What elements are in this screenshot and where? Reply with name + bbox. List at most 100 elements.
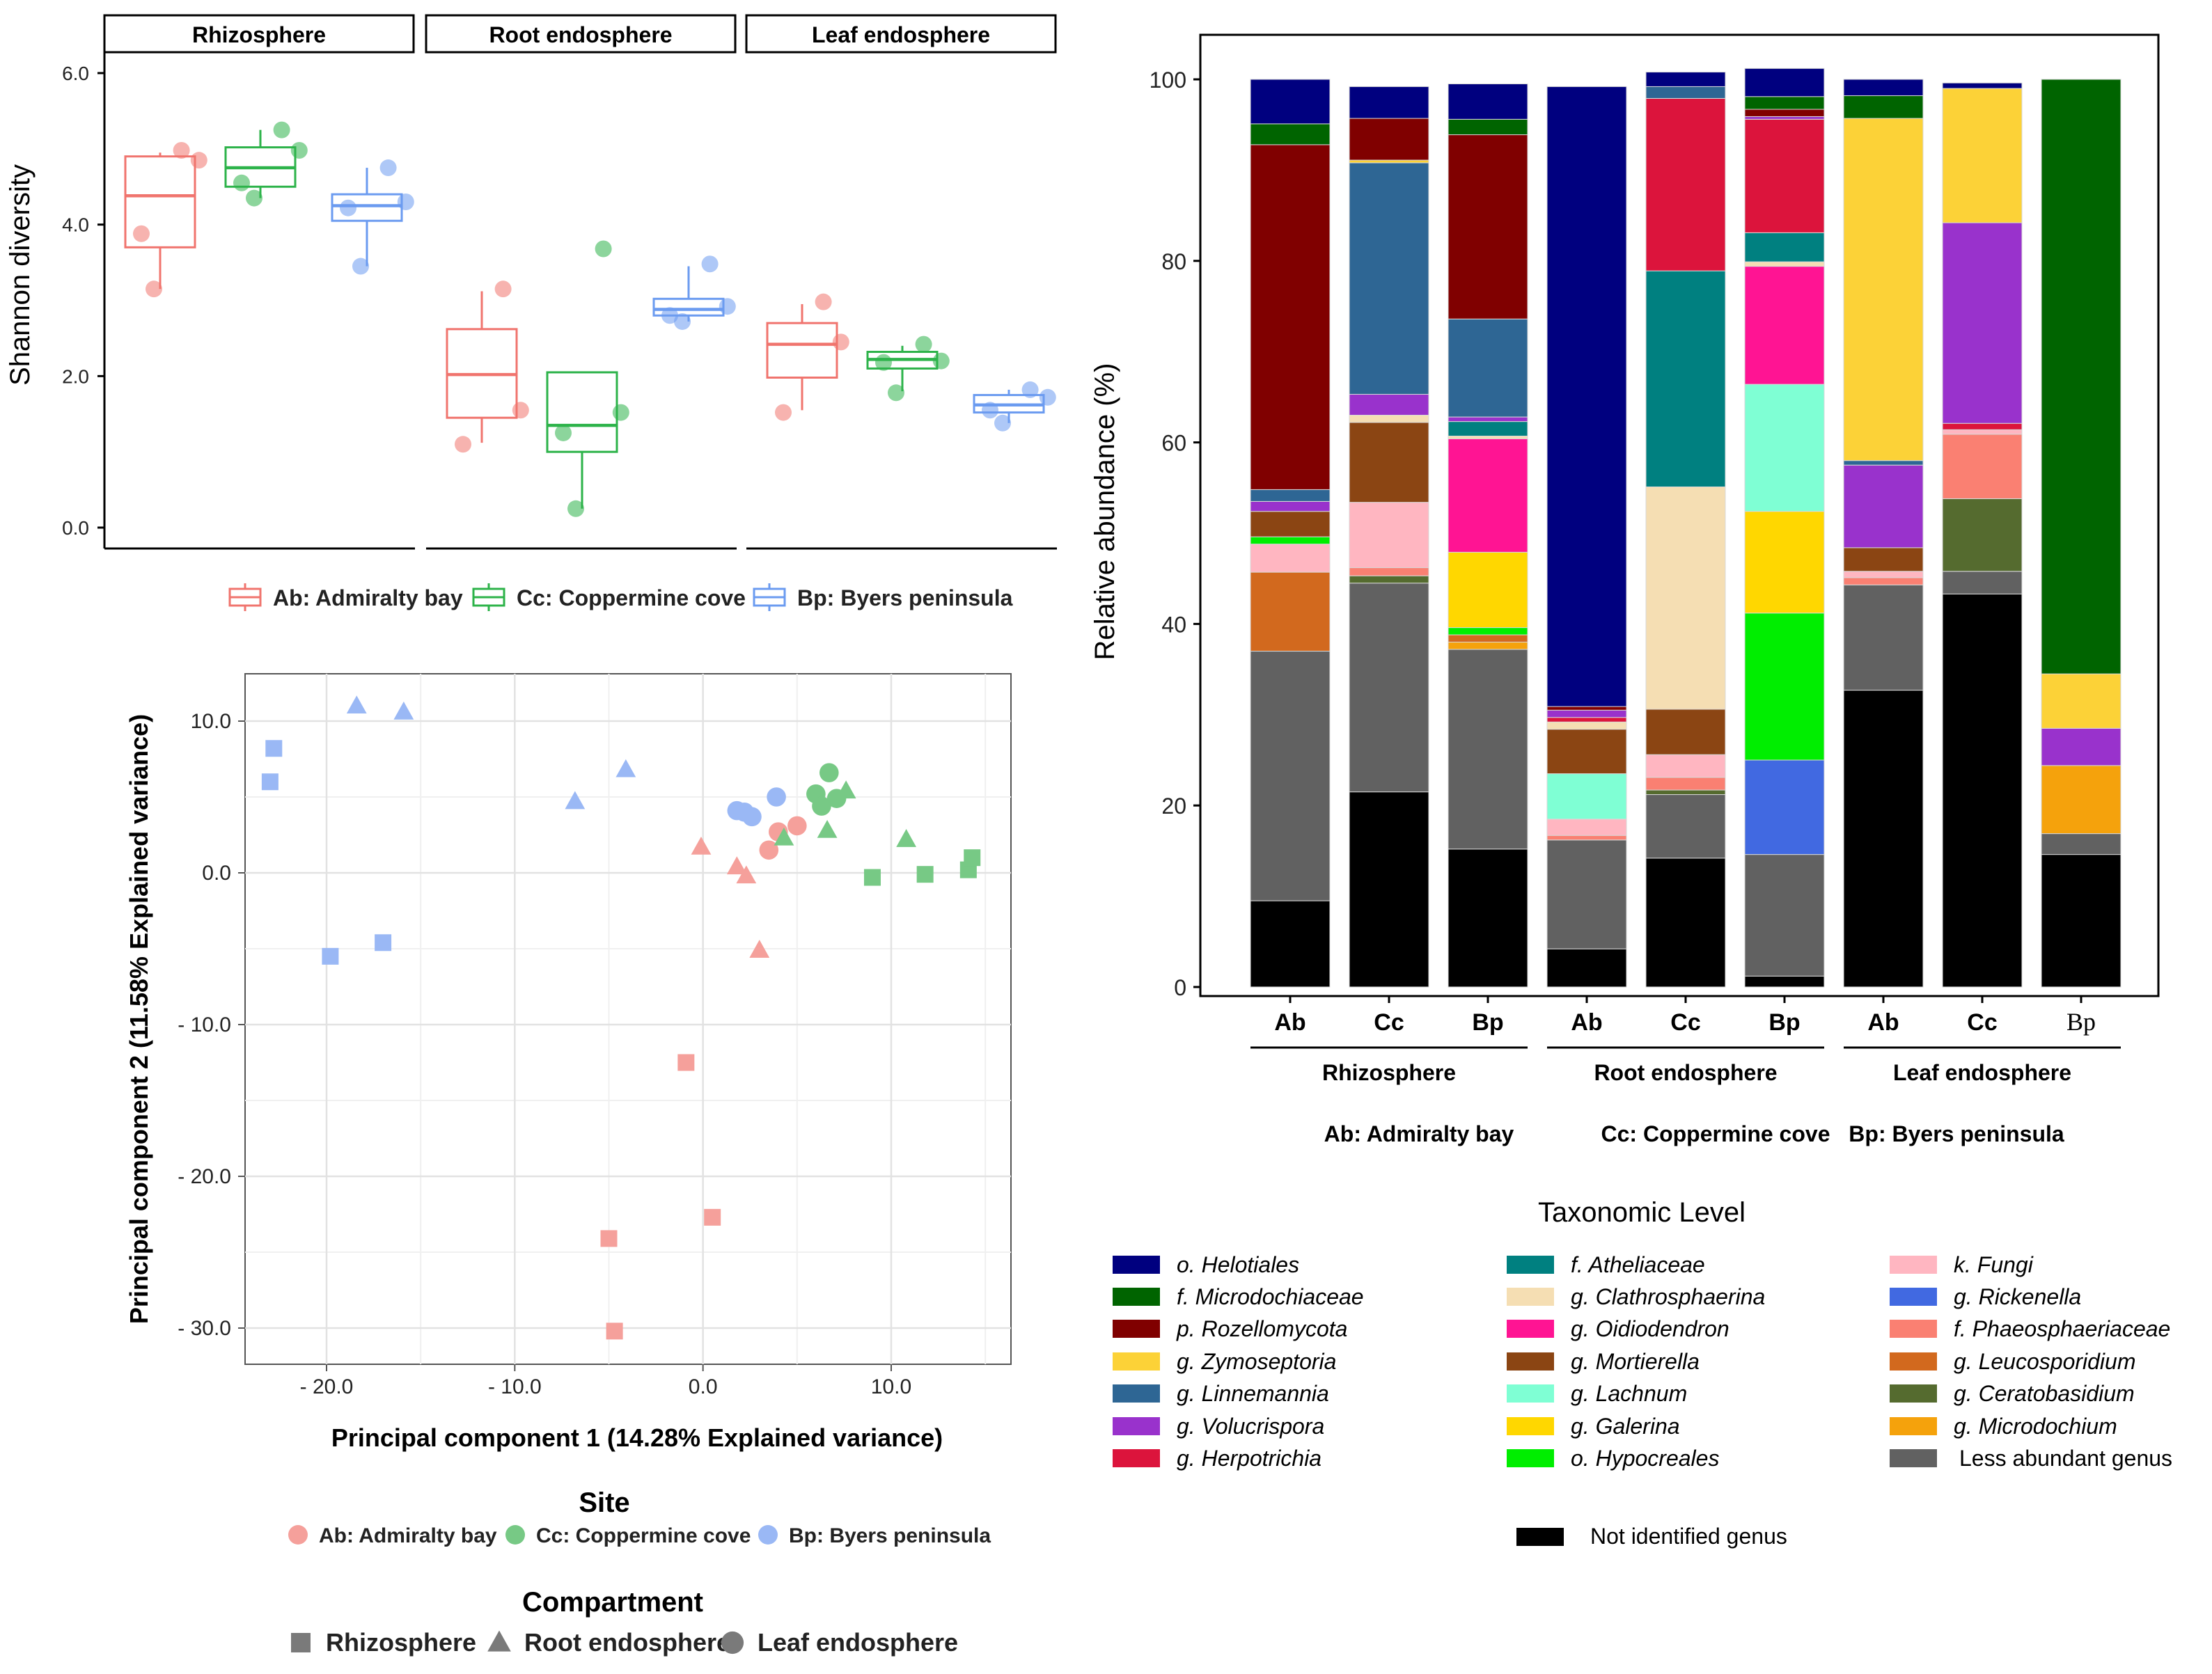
- bar-segment: [1448, 551, 1528, 629]
- taxon-legend-label: g. Microdochium: [1954, 1414, 2117, 1439]
- bar-segment: [1645, 777, 1726, 791]
- site-note: Cc: Coppermine cove: [1601, 1121, 1830, 1146]
- pca-point: [916, 866, 934, 883]
- taxon-legend-label: g. Rickenella: [1954, 1284, 2081, 1309]
- box-point: [775, 404, 792, 421]
- taxon-legend-key: [1516, 1528, 1564, 1546]
- taxon-legend-key: [1890, 1352, 1937, 1371]
- bar-segment: [1942, 434, 2023, 499]
- pca-point: [767, 787, 786, 807]
- pca-point: [863, 869, 881, 886]
- taxon-legend-key: [1890, 1384, 1937, 1403]
- bar-segment: [1645, 789, 1726, 796]
- bar-segment: [1843, 547, 1924, 572]
- legend-label: Cc: Coppermine cove: [517, 585, 746, 610]
- bar-segment: [1645, 486, 1726, 710]
- compartment-legend-key: [291, 1633, 311, 1652]
- bar-segment: [1250, 123, 1331, 145]
- box-iqr: [124, 155, 196, 248]
- box-point: [494, 281, 512, 298]
- bar-segment: [1448, 634, 1528, 642]
- pca-point: [736, 865, 757, 884]
- bar-segment: [1448, 416, 1528, 423]
- taxon-legend-key: [1507, 1352, 1554, 1371]
- bar-segment: [1250, 489, 1331, 502]
- box-point: [595, 240, 612, 258]
- bar-segment: [1250, 900, 1331, 988]
- bar-segment: [1546, 721, 1627, 730]
- bar-segment: [1645, 97, 1726, 271]
- bar-segment: [1349, 118, 1429, 161]
- box-point: [1039, 388, 1056, 406]
- bar-segment: [1645, 709, 1726, 755]
- bar-segment: [1843, 464, 1924, 548]
- taxon-legend-label: g. Oidiodendron: [1571, 1316, 1729, 1341]
- bar-segment: [1744, 613, 1825, 761]
- pca-x-tick-label: - 10.0: [488, 1375, 542, 1398]
- box-point: [674, 313, 691, 330]
- bar-segment: [1349, 791, 1429, 988]
- bar-segment: [1744, 759, 1825, 855]
- box-point: [932, 352, 950, 370]
- pca-point: [749, 940, 770, 958]
- group-label: Leaf endosphere: [1893, 1060, 2071, 1085]
- bar-segment: [1645, 86, 1726, 99]
- bar-y-tick-label: 20: [1161, 793, 1186, 819]
- compartment-legend-key: [487, 1630, 511, 1652]
- taxonomic-legend: o. Helotiales f. Microdochiaceae p. Rozell…: [1113, 1252, 2172, 1549]
- taxon-legend-key: [1507, 1256, 1554, 1274]
- bar-segment: [1843, 577, 1924, 585]
- taxon-legend-key: [1507, 1288, 1554, 1306]
- taxon-legend-key: [1113, 1449, 1160, 1467]
- relative-abundance-chart: Relative abundance (%) 0 20 40 60 80 100 Ab Cc B…: [1090, 33, 2172, 1549]
- facet-strip: [425, 14, 737, 54]
- facet-strip: [103, 14, 415, 54]
- bar-segment: [1645, 754, 1726, 778]
- box-point: [352, 258, 369, 275]
- taxon-legend-key: [1890, 1449, 1937, 1467]
- pca-point: [393, 701, 414, 720]
- bar-segment: [1843, 79, 1924, 96]
- pca-point: [677, 1054, 695, 1071]
- taxon-legend-key: [1890, 1320, 1937, 1338]
- bar-segment: [1250, 651, 1331, 901]
- bar-x-tick-label: Cc: [1374, 1009, 1404, 1036]
- bar-segment: [1942, 82, 2023, 89]
- bar-segment: [1843, 690, 1924, 988]
- bar-segment: [1349, 414, 1429, 423]
- bar-segment: [1349, 393, 1429, 416]
- site-note: Ab: Admiralty bay: [1324, 1121, 1514, 1146]
- bar-segment: [1744, 854, 1825, 977]
- pca-y-tick-label: - 30.0: [178, 1317, 231, 1340]
- taxon-legend-key: [1113, 1320, 1160, 1338]
- bar-segment: [1546, 709, 1627, 718]
- shannon-y-tick-label: 0.0: [62, 517, 89, 539]
- bar-segment: [1942, 423, 2023, 430]
- bar-segment: [1744, 68, 1825, 97]
- bar-segment: [1250, 144, 1331, 490]
- bar-segment: [1250, 511, 1331, 537]
- bar-segment: [1546, 948, 1627, 988]
- shannon-y-tick-label: 4.0: [62, 214, 89, 236]
- box-point: [719, 298, 736, 315]
- pca-x-tick-label: 0.0: [689, 1375, 718, 1398]
- pca-point: [691, 836, 712, 855]
- pca-point: [896, 829, 917, 847]
- taxon-legend-label: o. Helotiales: [1177, 1252, 1299, 1277]
- shannon-legend: Ab: Admiralty bay Cc: Coppermine cove Bp: …: [228, 583, 1013, 611]
- bar-segment: [1744, 116, 1825, 120]
- box-point: [273, 121, 290, 139]
- shannon-y-tick-label: 6.0: [62, 63, 89, 84]
- pca-point: [346, 695, 367, 713]
- box-point: [875, 354, 892, 371]
- taxon-legend-key: [1890, 1288, 1937, 1306]
- bar-x-tick-label: Ab: [1274, 1009, 1305, 1036]
- taxon-legend-label: f. Microdochiaceae: [1177, 1284, 1364, 1309]
- bar-segment: [1942, 88, 2023, 223]
- pca-point: [375, 934, 392, 952]
- bar-segment: [2041, 854, 2121, 988]
- bar-x-tick-label: Cc: [1967, 1009, 1997, 1036]
- box-point: [512, 402, 529, 419]
- pca-point: [817, 819, 838, 838]
